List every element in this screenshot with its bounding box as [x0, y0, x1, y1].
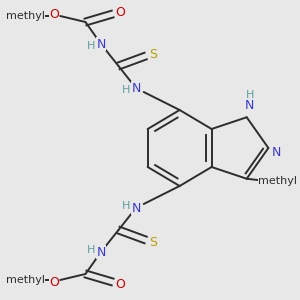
Text: N: N — [96, 38, 106, 50]
Text: N: N — [245, 99, 254, 112]
Text: H: H — [87, 245, 95, 255]
Text: O: O — [116, 278, 125, 290]
Text: methyl: methyl — [258, 176, 297, 186]
Text: methyl: methyl — [6, 11, 45, 21]
Text: N: N — [272, 146, 281, 160]
Text: H: H — [122, 85, 130, 95]
Text: O: O — [50, 275, 59, 289]
Text: S: S — [149, 47, 158, 61]
Text: N: N — [131, 82, 141, 94]
Text: O: O — [116, 5, 125, 19]
Text: O: O — [50, 8, 59, 20]
Text: N: N — [96, 245, 106, 259]
Text: H: H — [245, 90, 254, 100]
Text: H: H — [122, 201, 130, 211]
Text: S: S — [149, 236, 158, 248]
Text: N: N — [131, 202, 141, 214]
Text: methyl: methyl — [6, 275, 45, 285]
Text: H: H — [87, 41, 95, 51]
